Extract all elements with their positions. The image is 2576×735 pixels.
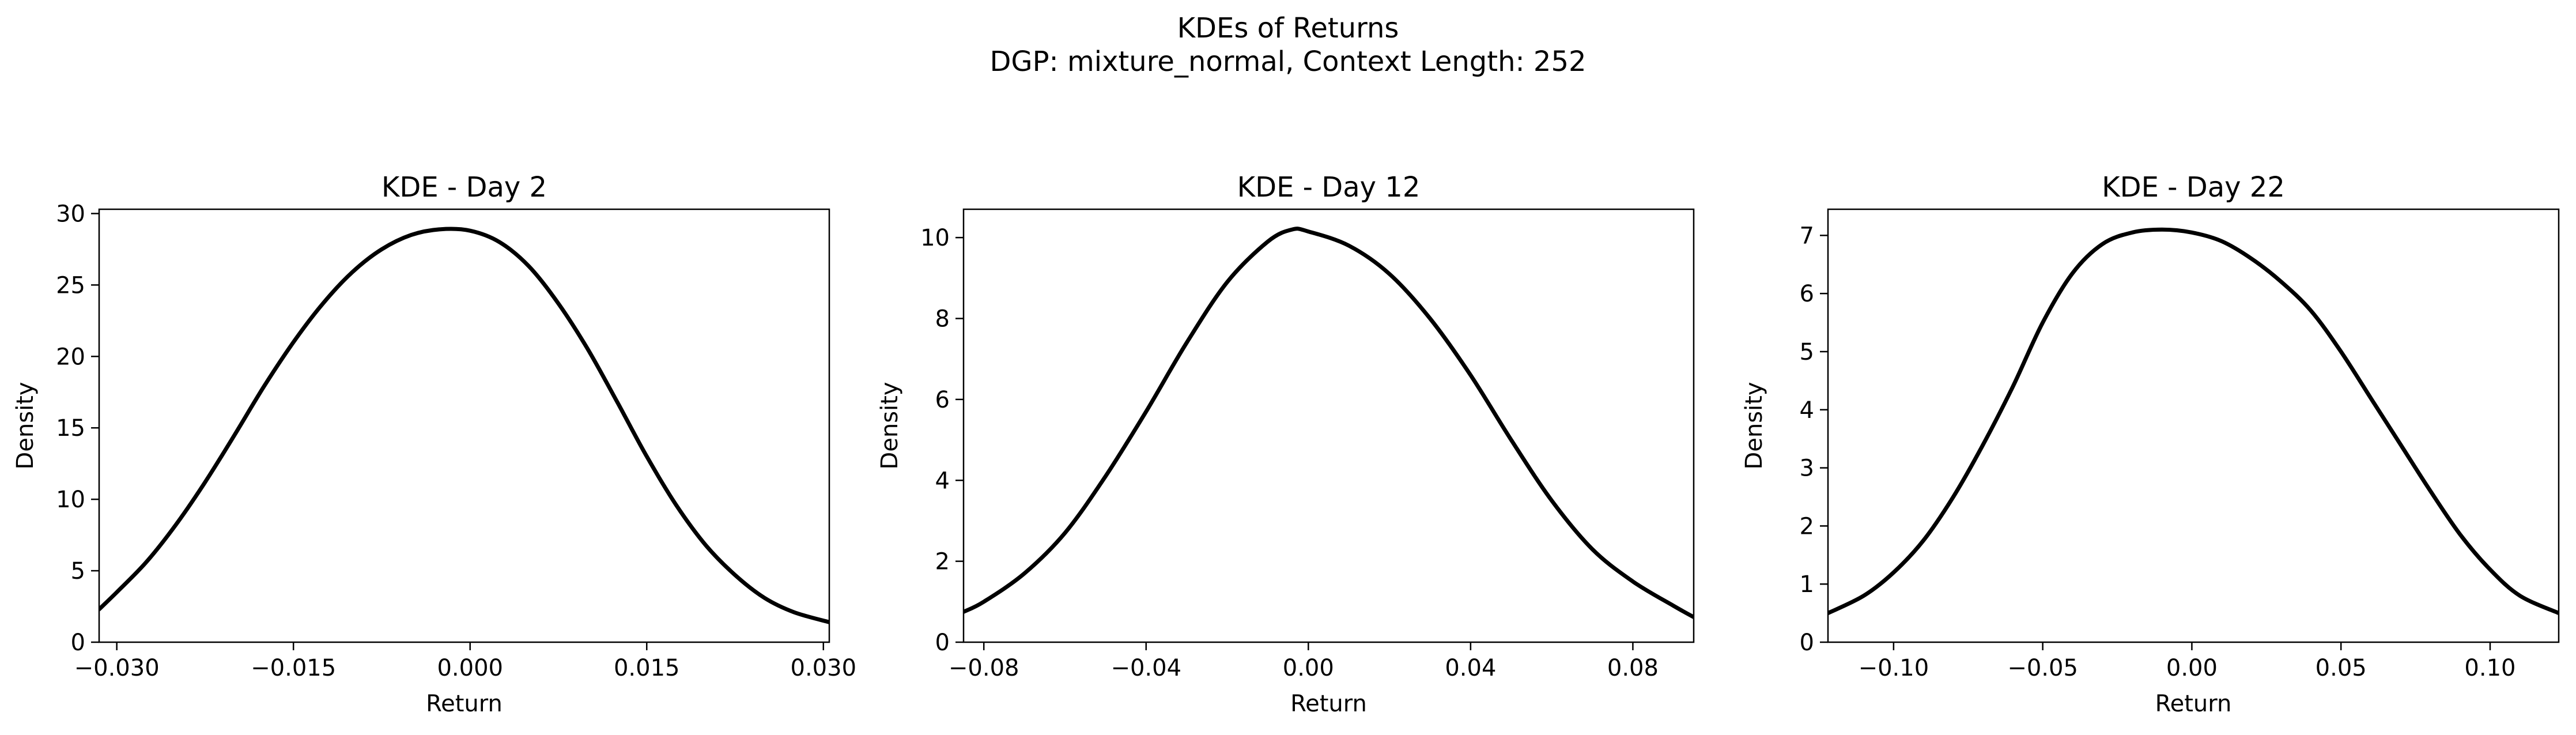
subplot-1-title: KDE - Day 2 (382, 171, 547, 203)
subplot-3-ytick-label: 4 (1800, 397, 1814, 424)
subplot-1-ylabel: Density (12, 382, 39, 469)
subplot-1-xlabel: Return (426, 691, 503, 717)
subplot-3-ytick-label: 2 (1800, 513, 1814, 540)
subplot-1-xtick-label: −0.030 (74, 655, 160, 681)
subplot-2-ytick-label: 8 (935, 306, 950, 333)
figure-suptitle-line1: KDEs of Returns (1177, 12, 1399, 44)
subplot-2-ylabel: Density (877, 382, 903, 469)
subplot-3-title: KDE - Day 22 (2102, 171, 2285, 203)
subplot-3-xtick-label: 0.05 (2316, 655, 2367, 681)
subplot-1-ytick-label: 5 (71, 558, 85, 585)
subplot-2-xtick-label: −0.08 (949, 655, 1019, 681)
subplot-1-xtick-label: −0.015 (251, 655, 336, 681)
subplot-3-ytick-label: 3 (1800, 455, 1814, 482)
subplot-2-xtick-label: 0.08 (1607, 655, 1659, 681)
subplot-2-kde-line (964, 227, 1694, 619)
subplot-1-axes-frame (98, 208, 830, 643)
subplot-panels: KDE - Day 2−0.030 −0.015 0.000 0.015 0.03005… (12, 171, 2560, 717)
subplot-1: KDE - Day 2 −0.030 −0.015 0.000 0.015 0.030 0 5… (12, 171, 856, 717)
subplot-1-ytick-label: 10 (56, 487, 85, 513)
subplot-3-ytick-label: 0 (1800, 630, 1814, 656)
subplot-3-xlabel: Return (2155, 691, 2232, 717)
subplot-2-xlabel: Return (1290, 691, 1367, 717)
subplot-2-ytick-label: 6 (935, 387, 950, 413)
subplot-2-title: KDE - Day 12 (1237, 171, 1421, 203)
subplot-1-ytick-label: 30 (56, 201, 85, 227)
subplot-3-ytick-label: 7 (1800, 223, 1814, 249)
subplot-1-xtick-label: 0.015 (614, 655, 680, 681)
subplot-2-ytick-label: 0 (935, 630, 950, 656)
subplot-3-xtick-label: −0.05 (2007, 655, 2078, 681)
subplot-2-axes-frame (962, 208, 1695, 643)
subplot-2-xtick-label: −0.04 (1111, 655, 1181, 681)
subplot-2-ytick-label: 2 (935, 549, 950, 575)
subplot-1-xtick-label: 0.000 (437, 655, 503, 681)
figure-suptitle-line2: DGP: mixture_normal, Context Length: 252 (989, 46, 1586, 78)
subplot-3-ytick-label: 6 (1800, 281, 1814, 307)
subplot-3-ytick-label: 5 (1800, 339, 1814, 365)
subplot-3-ytick-label: 1 (1800, 571, 1814, 598)
subplot-3-xtick-label: 0.00 (2166, 655, 2218, 681)
subplot-2-ytick-label: 10 (920, 225, 950, 251)
subplot-2-xtick-label: 0.04 (1445, 655, 1496, 681)
subplot-1-kde-line (99, 227, 829, 624)
subplot-3: KDE - Day 22 −0.10 −0.05 0.00 0.05 0.10 0 1 2 3 4 5… (1741, 171, 2560, 717)
subplot-3-xtick-label: −0.10 (1859, 655, 1929, 681)
subplot-1-ytick-label: 0 (71, 630, 85, 656)
subplot-2-xtick-label: 0.00 (1283, 655, 1334, 681)
subplot-1-xtick-label: 0.030 (791, 655, 857, 681)
subplot-2-ytick-label: 4 (935, 468, 950, 494)
subplot-3-xtick-label: 0.10 (2464, 655, 2515, 681)
subplot-3-kde-line (1828, 227, 2559, 616)
subplot-2: KDE - Day 12 −0.08 −0.04 0.00 0.04 0.08 0 2 4 6 8 1… (877, 171, 1695, 717)
subplot-3-ylabel: Density (1741, 382, 1767, 469)
subplot-3-axes-frame (1827, 208, 2560, 643)
subplot-1-ytick-label: 20 (56, 344, 85, 370)
subplot-1-ytick-label: 25 (56, 272, 85, 299)
subplot-1-ytick-label: 15 (56, 415, 85, 442)
